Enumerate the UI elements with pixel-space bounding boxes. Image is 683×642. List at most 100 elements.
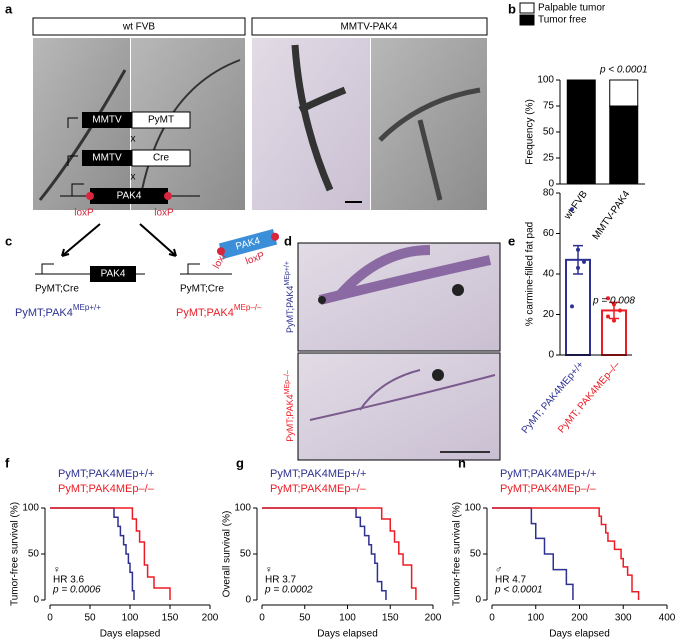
legend-label: PyMT;PAK4MEp+/+: [58, 468, 154, 480]
x-tick-label: 100: [122, 613, 139, 624]
x-tick-label: 150: [162, 613, 179, 624]
gene-label: PAK4: [117, 191, 142, 202]
data-point: [612, 318, 616, 323]
annotation: p = 0.0006: [52, 585, 101, 596]
x-tick-label: 0: [259, 613, 265, 624]
y-tick-label: 50: [240, 549, 252, 560]
x-tick-label: 100: [527, 613, 544, 624]
annotation: ♀: [53, 565, 61, 576]
gene-box: [82, 150, 132, 166]
panel-label: c: [5, 233, 12, 248]
annotation: HR 4.7: [495, 575, 527, 586]
cross: x: [131, 172, 136, 183]
loxp-label: loxP: [154, 208, 174, 219]
genotype: PyMT;PAK4MEp+/+: [15, 303, 101, 319]
survival-curve: [262, 507, 387, 600]
x-tick-label: 100: [339, 613, 356, 624]
bar-segment: [609, 79, 639, 107]
y-tick-label: 60: [543, 228, 555, 239]
y-axis-label: % carmine-filled fat pad: [525, 222, 536, 327]
y-tick-label: 40: [543, 269, 555, 280]
panel-label: d: [284, 233, 292, 248]
loxp-label: loxP: [74, 208, 94, 219]
y-tick-label: 25: [543, 153, 555, 164]
x-tick-label: 0: [47, 613, 53, 624]
loxp-label: loxP: [244, 250, 266, 267]
duct: [378, 87, 481, 201]
annotation: p = 0.0002: [264, 585, 313, 596]
y-tick-label: 0: [475, 595, 481, 606]
legend-label: PyMT;PAK4MEp+/+: [500, 468, 596, 480]
y-axis-label: Tumor-free survival (%): [452, 502, 463, 606]
excised-gene: [218, 229, 278, 259]
bar-segment: [566, 79, 596, 185]
whole-mount-image: [297, 352, 501, 461]
data-point: [582, 259, 586, 264]
x-tick-label: 200: [202, 613, 219, 624]
loxp-site: [271, 232, 280, 241]
legend-label: PyMT;PAK4MEp–/–: [58, 483, 155, 495]
x-axis-label: Days elapsed: [100, 629, 161, 640]
y-axis-label: Frequency (%): [525, 99, 536, 165]
loxp-site: [164, 192, 172, 200]
gene-box: [90, 266, 136, 282]
annotation: ♂: [495, 565, 503, 576]
panel-label: f: [5, 455, 10, 470]
genotype: PyMT;PAK4MEp+/+: [284, 261, 296, 333]
promoter-arrow: [67, 155, 78, 166]
data-point: [576, 247, 580, 252]
annotation: p = 0.008: [592, 296, 635, 307]
panel-label: a: [5, 1, 13, 16]
duct: [38, 69, 127, 201]
lymph-node: [432, 369, 444, 381]
construct-diagram: MMTV PyMT x MMTV Cre x PAK4 loxP loxP PA…: [15, 111, 280, 319]
promoter-arrow: [187, 263, 200, 274]
lymph-node: [452, 284, 464, 296]
survival-curve: [262, 507, 417, 600]
survival-curve: [50, 507, 135, 600]
y-tick-label: 0: [33, 595, 39, 606]
data-point: [612, 302, 616, 307]
genotype: PyMT;PAK4MEp–/–: [284, 370, 296, 442]
driver-label: PyMT;Cre: [180, 284, 224, 295]
x-tick-label: 300: [615, 613, 632, 624]
panel-label: b: [508, 1, 516, 16]
y-tick-label: 100: [464, 503, 481, 514]
annotation: ♀: [265, 565, 273, 576]
gene-box: [131, 111, 191, 129]
data-point: [570, 304, 574, 309]
legend-label: PyMT;PAK4MEp–/–: [270, 483, 367, 495]
gene-label: PyMT: [148, 115, 174, 126]
cross: x: [131, 134, 136, 145]
y-axis-label: Tumor-free survival (%): [10, 502, 21, 606]
gene-label: PAK4: [101, 269, 126, 280]
promoter-arrow: [41, 263, 54, 274]
legend-swatch: [519, 14, 535, 26]
gland: [309, 369, 496, 421]
bar-segment: [609, 105, 639, 185]
x-tick-label: 200: [425, 613, 442, 624]
x-tick-label: PyMT; PAK4MEp+/+: [520, 359, 587, 435]
x-tick-label: 150: [382, 613, 399, 624]
y-tick-label: 0: [548, 350, 554, 361]
genotype: PyMT;PAK4MEp–/–: [176, 303, 262, 319]
header: wt FVB: [122, 22, 156, 33]
loxp-site: [86, 192, 94, 200]
y-tick-label: 100: [234, 503, 251, 514]
promoter-arrow: [67, 117, 78, 128]
gene-label: MMTV: [92, 115, 122, 126]
gene-label: MMTV: [92, 153, 122, 164]
legend-label: PyMT;PAK4MEp–/–: [500, 483, 597, 495]
data-point: [618, 308, 622, 313]
data-point: [570, 207, 574, 212]
x-tick-label: MMTV-PAK4: [591, 189, 633, 242]
x-tick-label: 0: [489, 613, 495, 624]
annotation: p < 0.0001: [494, 585, 543, 596]
data-point: [606, 296, 610, 301]
x-tick-label: 200: [571, 613, 588, 624]
survival-curve: [492, 507, 574, 600]
gene-box: [90, 188, 168, 204]
y-tick-label: 50: [543, 127, 555, 138]
y-tick-label: 75: [543, 101, 555, 112]
panel-label: e: [508, 233, 515, 248]
